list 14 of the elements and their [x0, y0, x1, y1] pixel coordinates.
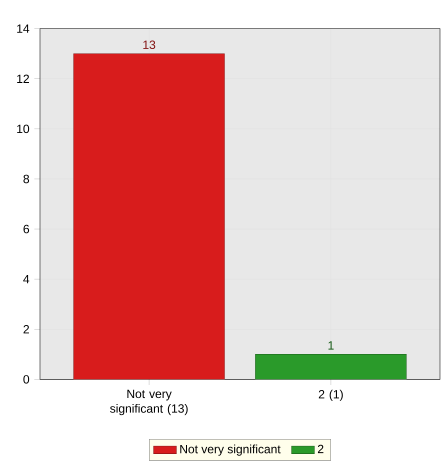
y-tick-label: 14 [17, 24, 30, 33]
y-tick-label: 12 [17, 74, 29, 83]
y-tick-label: 4 [23, 275, 30, 284]
legend-label: 2 [318, 444, 324, 454]
y-tick-label: 0 [23, 375, 30, 384]
y-tick-label: 8 [23, 174, 30, 184]
y-tick-label: 6 [24, 224, 30, 234]
x-tick-label: 2 (1) [318, 390, 343, 401]
data-label: 1 [328, 341, 334, 350]
y-tick-label: 10 [17, 124, 30, 134]
legend-label: Not very significant [180, 444, 281, 456]
x-tick-label: Not very significant (13) [110, 390, 188, 416]
data-label: 13 [143, 40, 156, 50]
y-tick-label: 2 [24, 325, 29, 334]
